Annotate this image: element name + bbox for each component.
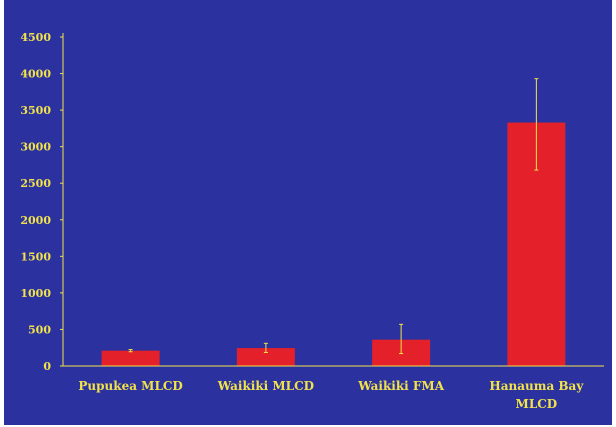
x-axis: Pupukea MLCD Waikiki MLCD Waikiki FMA Hanau… [63,365,604,411]
chart-panel: 0 500 1000 1500 2000 2500 3000 3500 4000 4500 Pup… [4,0,612,425]
bars [101,122,566,366]
bar [101,350,160,366]
y-tick-label: 500 [28,323,51,336]
y-tick-label: 2000 [20,214,51,227]
y-tick-label: 4000 [20,68,51,81]
y-tick-label: 1000 [20,287,51,300]
x-category-label: Pupukea MLCD [78,379,182,393]
x-category-label-line: Waikiki MLCD [217,379,314,393]
x-category-label-line: Pupukea MLCD [78,379,182,393]
y-tick-label: 3000 [20,141,51,154]
error-bars [128,78,539,355]
y-tick-label: 2500 [20,177,51,190]
y-tick-label: 4500 [20,31,51,44]
y-tick-label: 0 [43,360,51,373]
y-tick-label: 3500 [20,104,51,117]
x-category-label: Hanauma Bay MLCD [489,379,584,411]
x-category-label-line: Waikiki FMA [357,379,444,393]
x-category-label-line: MLCD [516,397,558,411]
y-tick-label: 1500 [20,250,51,263]
x-category-label-line: Hanauma Bay [489,379,584,393]
x-category-label: Waikiki MLCD [217,379,314,393]
y-axis: 0 500 1000 1500 2000 2500 3000 3500 4000 4500 [20,31,64,373]
bar-chart: 0 500 1000 1500 2000 2500 3000 3500 4000 4500 Pup… [20,31,604,411]
bar [236,348,295,366]
x-category-label: Waikiki FMA [357,379,444,393]
